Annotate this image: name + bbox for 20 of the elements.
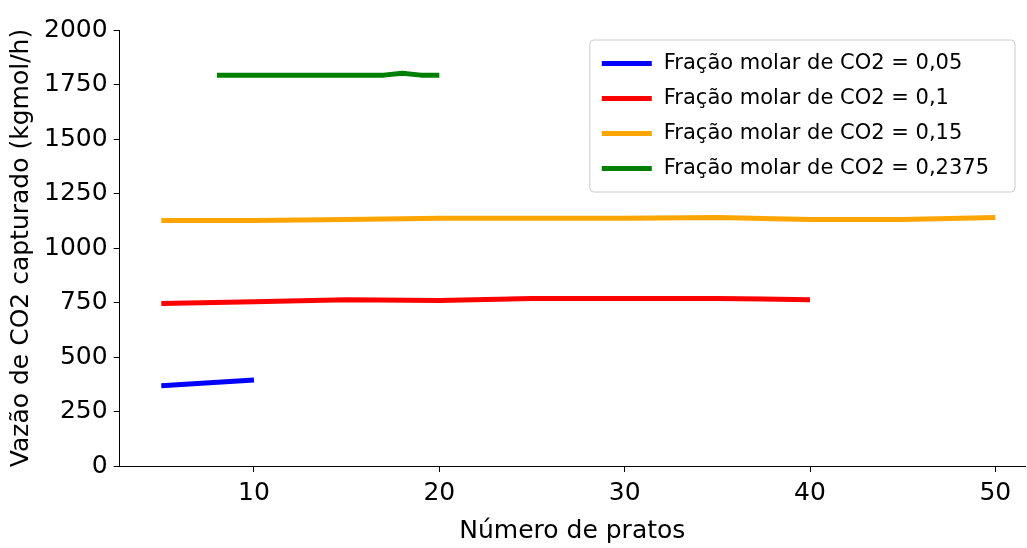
y-tick-label: 500: [59, 340, 108, 370]
legend-label: Fração molar de CO2 = 0,2375: [663, 154, 990, 179]
x-axis-title: Número de pratos: [459, 514, 686, 544]
x-tick-label: 50: [979, 476, 1012, 506]
legend-label: Fração molar de CO2 = 0,1: [663, 84, 949, 109]
legend-label: Fração molar de CO2 = 0,05: [663, 49, 963, 74]
x-tick-label: 40: [794, 476, 826, 506]
y-tick-label: 1750: [44, 68, 108, 97]
y-tick-label: 1000: [44, 231, 108, 261]
y-axis-title: Vazão de CO2 capturado (kgmol/h): [4, 28, 34, 468]
y-tick-label: 250: [59, 395, 108, 424]
x-tick-label: 20: [423, 476, 456, 506]
x-tick-label: 10: [238, 476, 270, 506]
y-tick-label: 2000: [44, 13, 108, 43]
y-tick-label: 1250: [44, 177, 108, 206]
x-tick-label: 30: [608, 476, 641, 506]
y-tick-label: 0: [91, 449, 108, 479]
y-tick-label: 750: [59, 286, 108, 315]
legend-label: Fração molar de CO2 = 0,15: [663, 119, 963, 144]
y-tick-label: 1500: [44, 122, 108, 152]
